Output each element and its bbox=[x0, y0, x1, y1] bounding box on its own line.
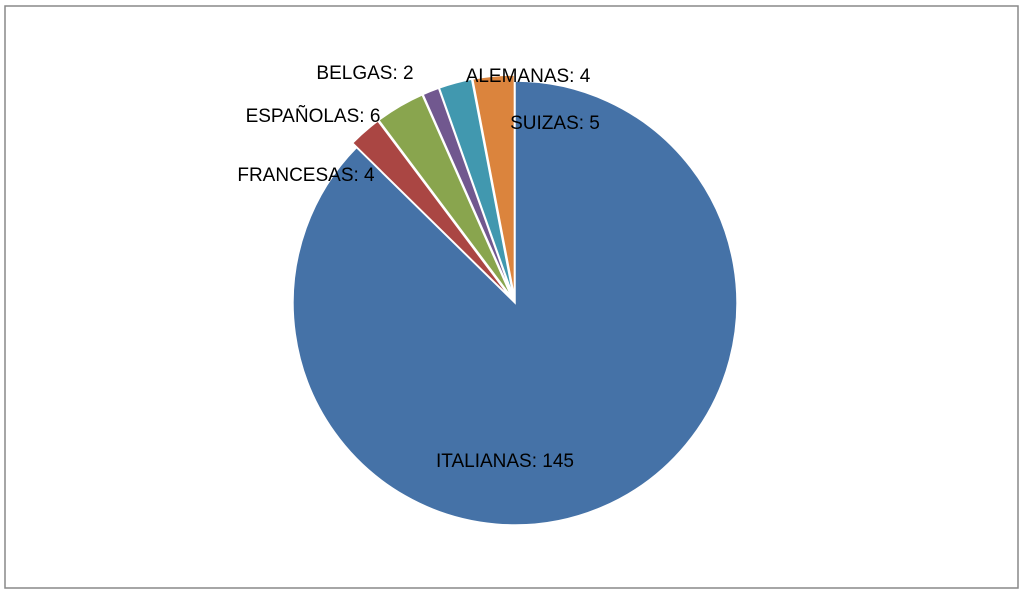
pie-slice bbox=[438, 78, 515, 298]
pie-slice bbox=[351, 119, 512, 300]
data-label: ESPAÑOLAS: 6 bbox=[246, 105, 381, 127]
data-label: ALEMANAS: 4 bbox=[466, 66, 591, 87]
pie-slice bbox=[377, 93, 513, 299]
pie-slice bbox=[471, 74, 516, 298]
data-label: SUIZAS: 5 bbox=[510, 113, 600, 134]
data-label: ITALIANAS: 145 bbox=[436, 451, 574, 472]
data-label: BELGAS: 2 bbox=[316, 63, 413, 84]
pie-slice bbox=[292, 80, 738, 526]
data-label: FRANCESAS: 4 bbox=[237, 165, 375, 186]
